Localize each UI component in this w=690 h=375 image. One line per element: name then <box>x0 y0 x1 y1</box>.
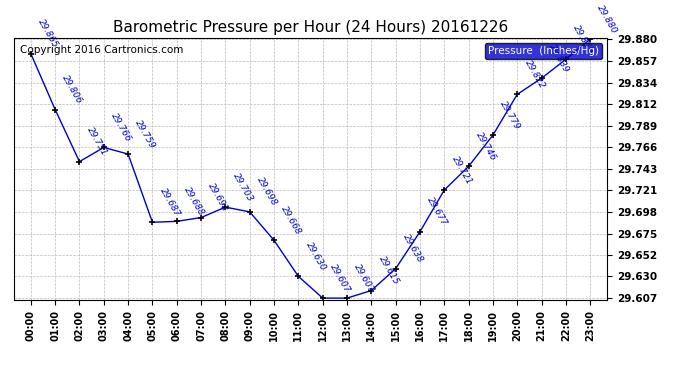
Text: 29.630: 29.630 <box>304 240 328 272</box>
Text: 29.806: 29.806 <box>61 74 84 105</box>
Text: 29.751: 29.751 <box>85 126 108 158</box>
Text: 29.607: 29.607 <box>328 262 352 294</box>
Text: 29.698: 29.698 <box>255 176 279 208</box>
Text: 29.615: 29.615 <box>377 255 400 286</box>
Title: Barometric Pressure per Hour (24 Hours) 20161226: Barometric Pressure per Hour (24 Hours) … <box>113 20 508 35</box>
Text: 29.687: 29.687 <box>158 186 181 218</box>
Text: Copyright 2016 Cartronics.com: Copyright 2016 Cartronics.com <box>20 45 183 56</box>
Text: 29.779: 29.779 <box>498 99 522 131</box>
Text: 29.759: 29.759 <box>134 118 157 150</box>
Text: 29.746: 29.746 <box>474 130 497 162</box>
Text: 29.721: 29.721 <box>450 154 473 186</box>
Text: 29.880: 29.880 <box>595 3 620 35</box>
Text: 29.766: 29.766 <box>109 111 133 143</box>
Text: 29.668: 29.668 <box>279 204 303 236</box>
Text: 29.607: 29.607 <box>353 262 376 294</box>
Text: 29.692: 29.692 <box>206 182 230 213</box>
Text: 29.638: 29.638 <box>401 232 425 264</box>
Text: 29.865: 29.865 <box>37 18 60 50</box>
Text: 29.688: 29.688 <box>182 185 206 217</box>
Legend: Pressure  (Inches/Hg): Pressure (Inches/Hg) <box>485 43 602 59</box>
Text: 29.822: 29.822 <box>523 58 546 90</box>
Text: 29.839: 29.839 <box>547 42 571 74</box>
Text: 29.703: 29.703 <box>231 171 255 203</box>
Text: 29.859: 29.859 <box>571 23 595 55</box>
Text: 29.677: 29.677 <box>426 196 449 228</box>
